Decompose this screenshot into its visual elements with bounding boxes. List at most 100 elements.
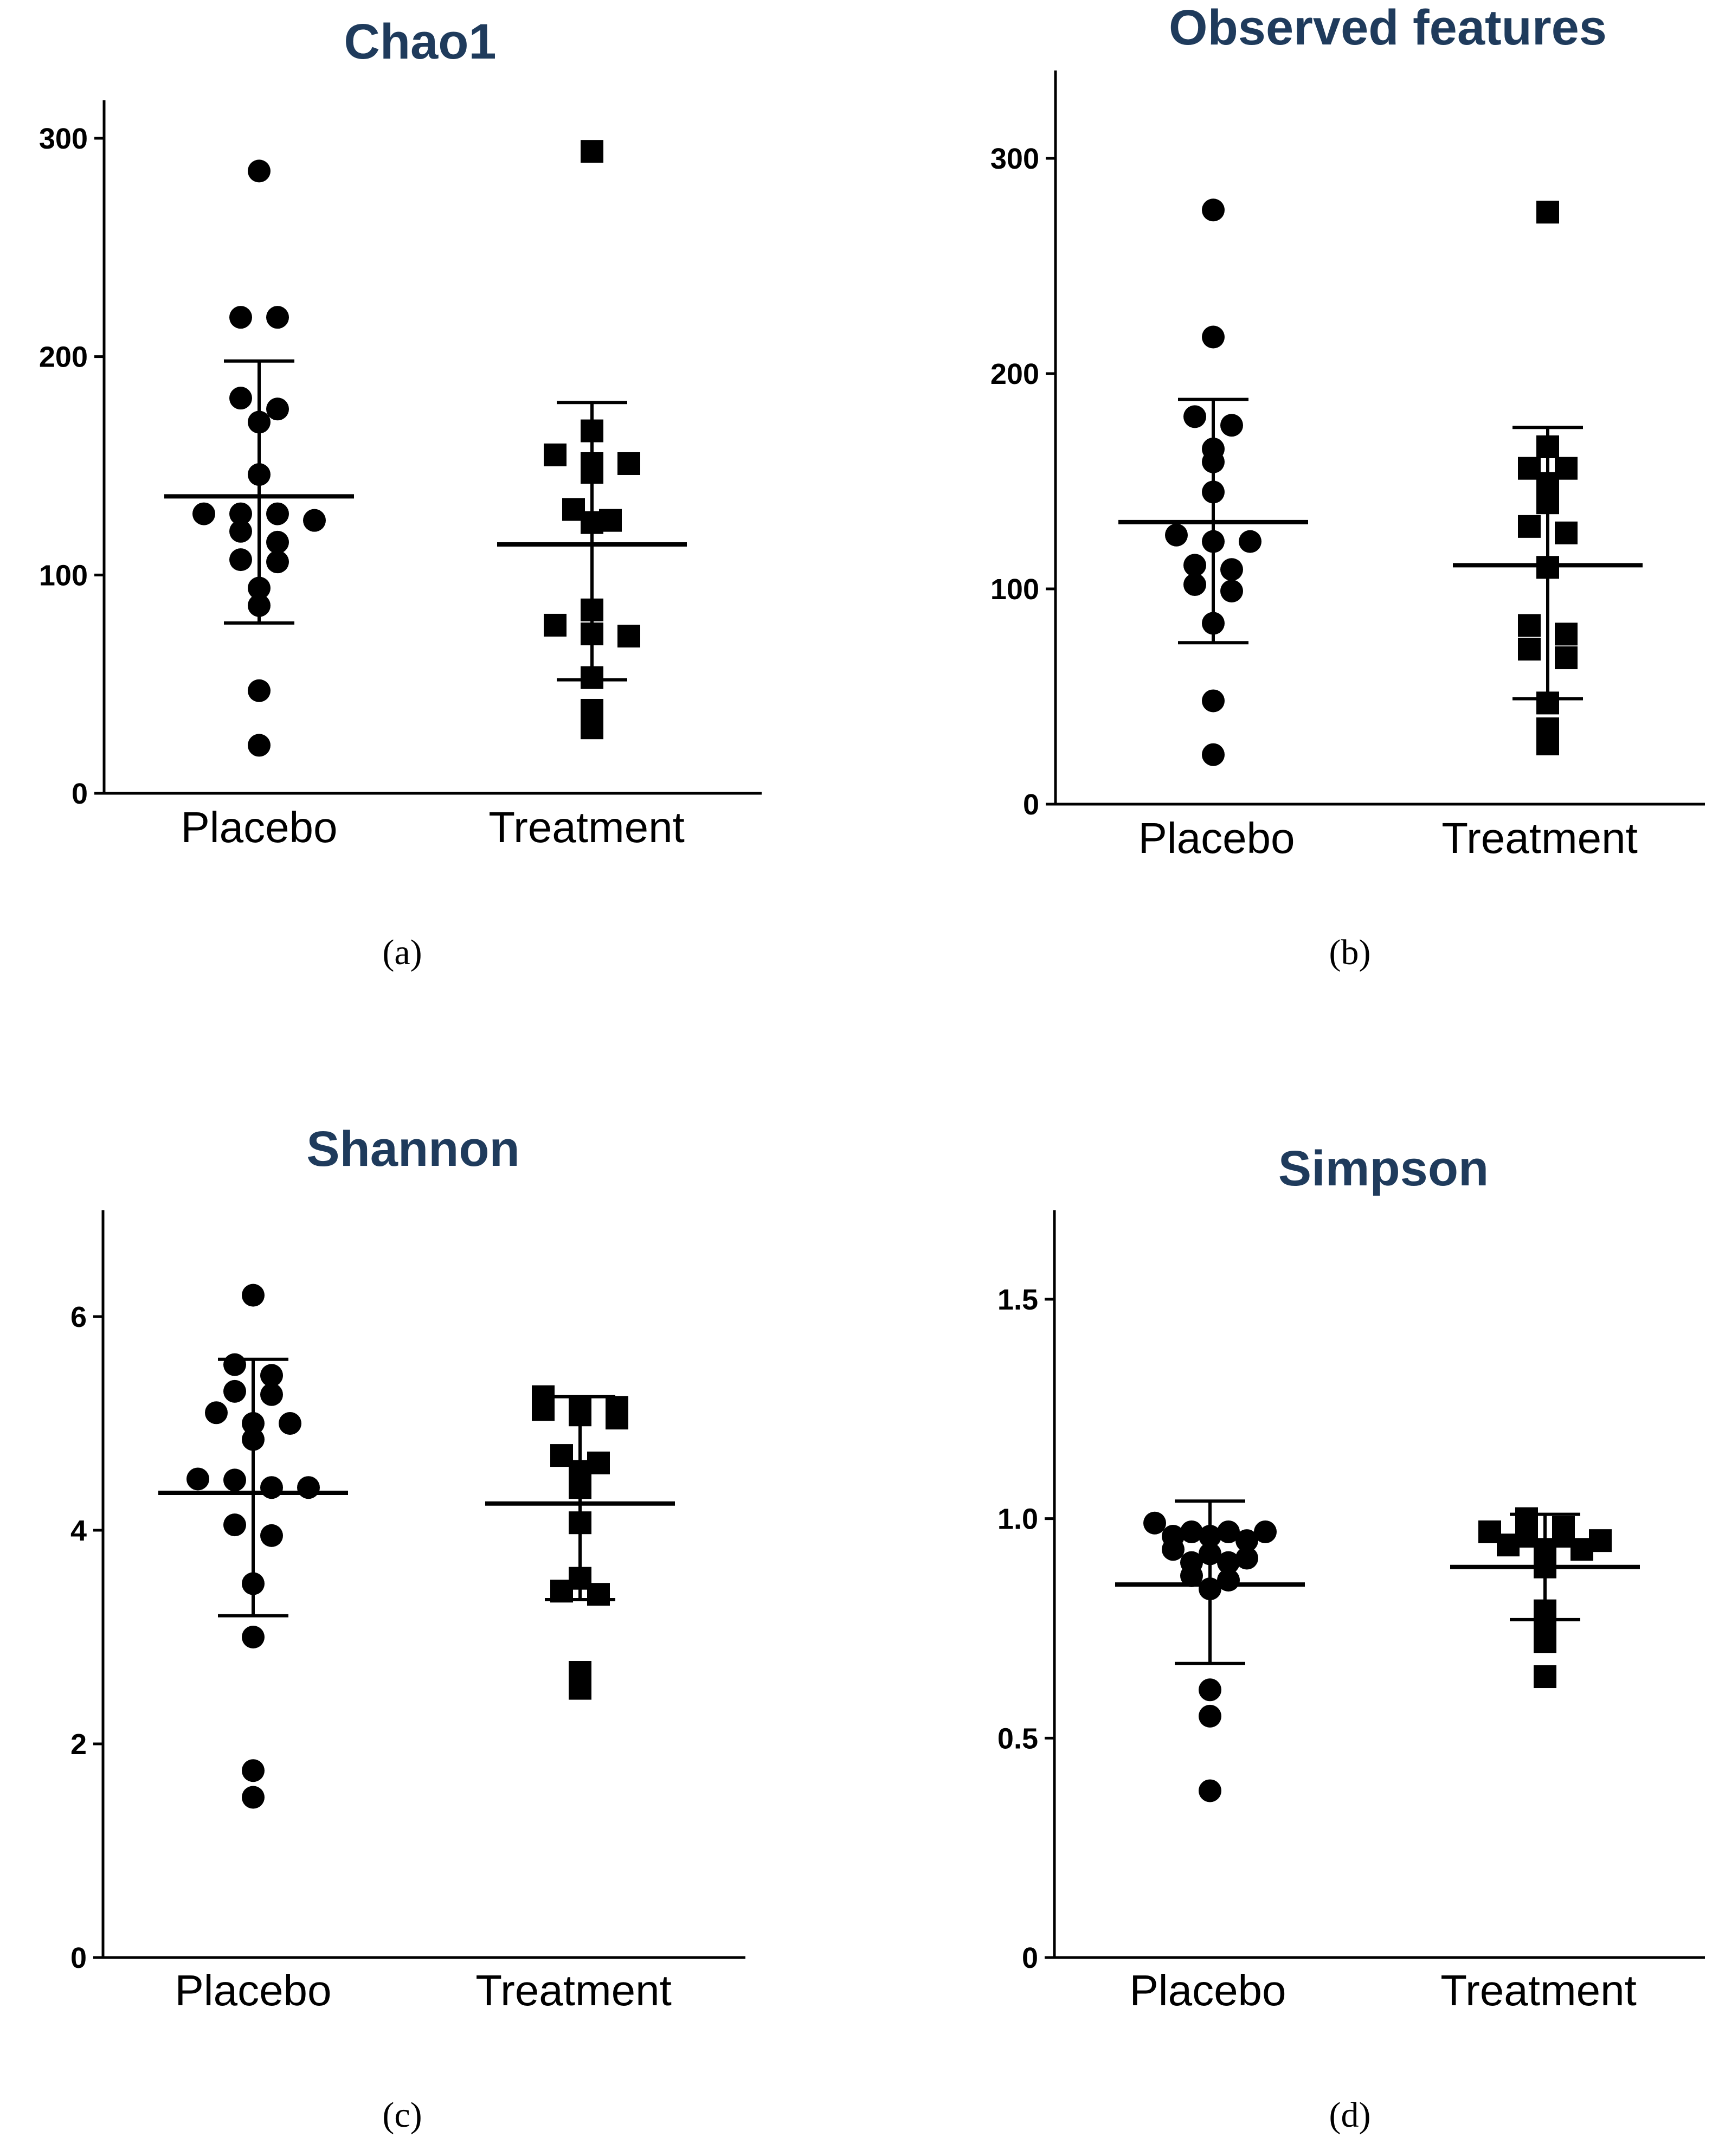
data-point-square (1497, 1533, 1520, 1557)
x-category-label: Treatment (1440, 1966, 1637, 2014)
data-point-circle (248, 594, 271, 617)
data-point-circle (242, 1284, 265, 1307)
y-tick-label: 4 (70, 1515, 87, 1547)
y-tick-label: 100 (39, 559, 88, 592)
y-tick-label: 0 (70, 1942, 87, 1974)
data-point-square (1518, 614, 1541, 637)
chart-panel-observed-features: Observed features Placebo Treatment (b) … (990, 0, 1705, 972)
y-tick-label: 200 (990, 358, 1039, 390)
data-point-circle (1199, 1779, 1221, 1802)
x-category-label: Placebo (1129, 1966, 1286, 2014)
data-point-circle (192, 502, 215, 525)
data-point-circle (1217, 1520, 1240, 1543)
data-point-circle (1162, 1538, 1185, 1561)
data-point-square (581, 623, 603, 646)
data-point-circle (229, 502, 252, 525)
chart-panel-shannon: Shannon Placebo Treatment (c) 0 2 4 6 (70, 1121, 745, 2135)
data-point-circle (1220, 579, 1243, 602)
data-point-square (581, 666, 603, 689)
data-point-circle (223, 1379, 246, 1403)
data-point-circle (1202, 325, 1225, 349)
data-point-square (1536, 732, 1559, 755)
data-point-square (1534, 1630, 1556, 1653)
data-point-circle (223, 1353, 246, 1376)
data-point-circle (1254, 1520, 1277, 1543)
data-point-square (1536, 435, 1559, 458)
data-point-circle (1235, 1529, 1258, 1552)
x-category-label: Treatment (475, 1966, 672, 2014)
data-point-square (587, 1583, 610, 1606)
data-point-square (606, 1407, 628, 1430)
x-category-label: Treatment (1441, 814, 1638, 862)
data-point-circle (266, 502, 289, 525)
chart-panel-simpson: Simpson Placebo Treatment (d) 0 0.5 1.0 1.5 (997, 1141, 1705, 2135)
y-tick-label: 0 (1023, 788, 1039, 821)
panel-label: (c) (382, 2095, 422, 2135)
data-point-circle (223, 1513, 246, 1537)
data-point-circle (242, 1412, 265, 1435)
y-tick-label: 200 (39, 341, 88, 374)
data-point-circle (1143, 1511, 1166, 1535)
data-point-circle (1183, 405, 1206, 428)
data-point-square (569, 1677, 591, 1700)
chart-title: Observed features (1169, 0, 1607, 55)
data-point-square (1536, 491, 1559, 515)
data-point-circle (1165, 523, 1188, 547)
data-point-circle (260, 1364, 283, 1387)
y-tick-label: 0 (1022, 1942, 1038, 1974)
data-point-square (581, 461, 603, 484)
y-tick-label: 0 (72, 778, 88, 810)
data-point-square (1518, 515, 1541, 538)
data-point-circle (242, 1428, 265, 1451)
y-tick-label: 100 (990, 573, 1039, 606)
data-point-circle (242, 1572, 265, 1595)
y-tick-label: 1.0 (997, 1503, 1038, 1536)
data-point-square (581, 598, 603, 621)
data-point-circle (297, 1476, 320, 1499)
chart-title: Simpson (1278, 1141, 1489, 1196)
data-point-circle (1239, 530, 1261, 553)
data-point-circle (1202, 198, 1225, 222)
data-point-square (581, 511, 603, 534)
y-tick-label: 300 (39, 123, 88, 155)
data-point-circle (260, 1383, 283, 1406)
panel-label: (a) (382, 933, 422, 972)
data-point-square (1518, 638, 1541, 661)
chart-title: Shannon (306, 1121, 520, 1177)
data-point-circle (1199, 1577, 1221, 1601)
data-point-circle (260, 1524, 283, 1547)
data-point-square (569, 1476, 591, 1499)
data-point-circle (1202, 612, 1225, 635)
data-point-square (1534, 1665, 1556, 1689)
data-point-circle (1199, 1678, 1221, 1702)
data-point-circle (1199, 1542, 1221, 1565)
data-point-circle (1180, 1520, 1203, 1543)
data-point-circle (1199, 1525, 1221, 1548)
data-point-circle (303, 509, 326, 532)
x-category-label: Placebo (1138, 814, 1295, 862)
data-point-circle (229, 306, 252, 329)
data-point-square (1555, 521, 1578, 544)
data-point-circle (229, 548, 252, 572)
data-point-circle (266, 397, 289, 421)
data-point-circle (266, 530, 289, 554)
data-point-circle (1202, 743, 1225, 766)
data-point-circle (279, 1412, 301, 1435)
data-point-circle (248, 463, 271, 486)
data-point-circle (205, 1401, 228, 1425)
data-point-square (617, 625, 640, 648)
data-point-circle (223, 1468, 246, 1492)
data-point-square (581, 140, 603, 163)
data-point-circle (260, 1476, 283, 1499)
data-point-circle (248, 734, 271, 757)
data-point-circle (1217, 1551, 1240, 1574)
y-tick-label: 2 (70, 1728, 87, 1761)
data-point-square (544, 613, 567, 637)
data-point-circle (1183, 554, 1206, 577)
y-tick-label: 1.5 (997, 1284, 1038, 1316)
chart-title: Chao1 (344, 14, 496, 69)
data-point-circle (248, 159, 271, 183)
data-point-circle (242, 1786, 265, 1809)
data-point-circle (1220, 558, 1243, 581)
